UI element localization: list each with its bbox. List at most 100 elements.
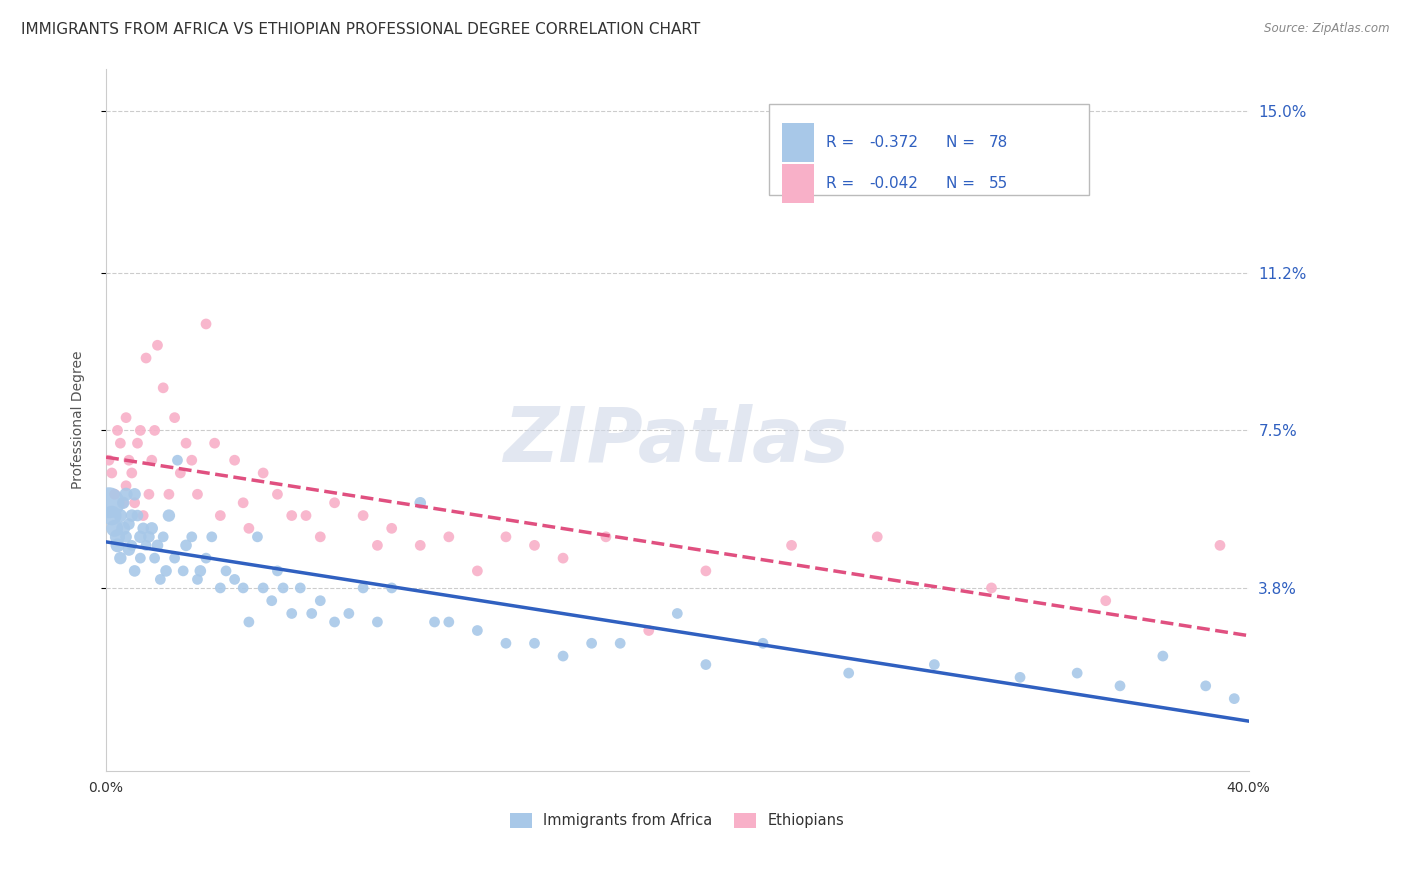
Point	[309, 530, 332, 544]
Point	[295, 508, 318, 523]
Point	[209, 581, 232, 595]
Point	[174, 538, 197, 552]
Point	[1066, 666, 1088, 681]
Point	[166, 453, 188, 467]
Point	[301, 607, 323, 621]
Point	[204, 436, 226, 450]
Point	[980, 581, 1002, 595]
Point	[666, 607, 689, 621]
Point	[118, 453, 141, 467]
Point	[924, 657, 946, 672]
Point	[101, 508, 124, 523]
Point	[209, 508, 232, 523]
Point	[323, 615, 346, 629]
Point	[115, 479, 138, 493]
Point	[266, 564, 288, 578]
Point	[752, 636, 775, 650]
Point	[97, 453, 120, 467]
Point	[124, 496, 146, 510]
Point	[637, 624, 659, 638]
Point	[163, 551, 186, 566]
Point	[135, 351, 157, 365]
Point	[110, 551, 132, 566]
Point	[1195, 679, 1218, 693]
Point	[838, 666, 860, 681]
Point	[129, 530, 152, 544]
Point	[290, 581, 312, 595]
Point	[495, 636, 517, 650]
Point	[1152, 648, 1174, 663]
Point	[323, 496, 346, 510]
Point	[163, 410, 186, 425]
Point	[180, 453, 202, 467]
Point	[146, 538, 169, 552]
Point	[97, 496, 120, 510]
Point	[143, 424, 166, 438]
Point	[104, 487, 127, 501]
Point	[124, 564, 146, 578]
Point	[423, 615, 446, 629]
Point	[110, 436, 132, 450]
Point	[146, 338, 169, 352]
Point	[129, 551, 152, 566]
Point	[780, 538, 803, 552]
Point	[129, 424, 152, 438]
FancyBboxPatch shape	[769, 103, 1088, 195]
Point	[381, 521, 404, 535]
Point	[866, 530, 889, 544]
Point	[112, 496, 135, 510]
Y-axis label: Professional Degree: Professional Degree	[72, 351, 86, 489]
Text: N =: N =	[946, 176, 980, 191]
Point	[115, 530, 138, 544]
Point	[124, 487, 146, 501]
Point	[1209, 538, 1232, 552]
Point	[186, 573, 208, 587]
Point	[149, 573, 172, 587]
Point	[135, 538, 157, 552]
Point	[107, 530, 129, 544]
Point	[195, 317, 218, 331]
Point	[186, 487, 208, 501]
Point	[337, 607, 360, 621]
Text: R =: R =	[825, 135, 859, 150]
Text: IMMIGRANTS FROM AFRICA VS ETHIOPIAN PROFESSIONAL DEGREE CORRELATION CHART: IMMIGRANTS FROM AFRICA VS ETHIOPIAN PROF…	[21, 22, 700, 37]
Point	[409, 538, 432, 552]
Point	[132, 508, 155, 523]
Point	[467, 624, 489, 638]
Point	[523, 538, 546, 552]
Point	[409, 496, 432, 510]
Point	[238, 615, 260, 629]
Bar	[782, 164, 814, 202]
Point	[157, 487, 180, 501]
Point	[121, 508, 143, 523]
Point	[138, 530, 160, 544]
Point	[246, 530, 269, 544]
Point	[132, 521, 155, 535]
Point	[523, 636, 546, 650]
Point	[121, 538, 143, 552]
Point	[366, 538, 388, 552]
Point	[118, 517, 141, 532]
Point	[107, 424, 129, 438]
Point	[1008, 670, 1031, 684]
Point	[695, 564, 717, 578]
Point	[169, 466, 191, 480]
Point	[695, 657, 717, 672]
Point	[188, 564, 211, 578]
Point	[115, 487, 138, 501]
Point	[271, 581, 294, 595]
Point	[141, 521, 163, 535]
Point	[381, 581, 404, 595]
Text: R =: R =	[825, 176, 859, 191]
Point	[366, 615, 388, 629]
Point	[467, 564, 489, 578]
Point	[1109, 679, 1132, 693]
Legend: Immigrants from Africa, Ethiopians: Immigrants from Africa, Ethiopians	[503, 807, 851, 834]
Point	[309, 593, 332, 607]
Point	[232, 496, 254, 510]
Point	[551, 551, 574, 566]
Point	[118, 542, 141, 557]
Point	[352, 581, 374, 595]
Point	[551, 648, 574, 663]
Point	[437, 615, 460, 629]
